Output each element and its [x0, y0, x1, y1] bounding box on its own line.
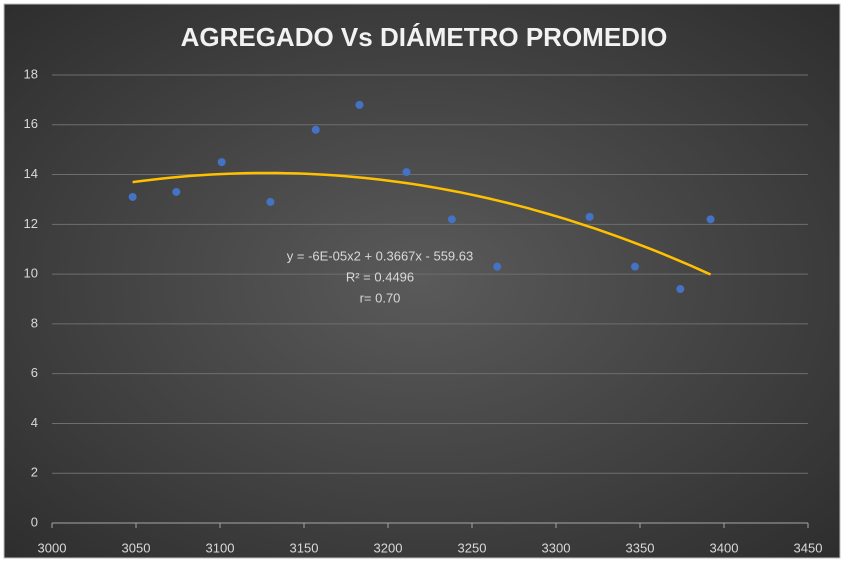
y-tick-label: 0 [31, 514, 38, 529]
annotation: y = -6E-05x2 + 0.3667x - 559.63 [287, 248, 473, 263]
y-tick-label: 18 [24, 66, 38, 81]
x-tick-label: 3400 [710, 540, 739, 555]
y-tick-label: 2 [31, 465, 38, 480]
data-point [355, 100, 364, 109]
annotation: r= 0.70 [360, 290, 401, 305]
x-tick-label: 3250 [458, 540, 487, 555]
y-tick-label: 6 [31, 365, 38, 380]
data-point [128, 192, 137, 201]
data-point [493, 262, 502, 271]
x-tick-label: 3300 [542, 540, 571, 555]
data-point [676, 285, 685, 294]
y-tick-label: 14 [24, 166, 38, 181]
annotation: R² = 0.4496 [346, 269, 414, 284]
x-tick-label: 3450 [794, 540, 823, 555]
chart-title: AGREGADO Vs DIÁMETRO PROMEDIO [181, 22, 668, 52]
x-tick-label: 3000 [38, 540, 67, 555]
y-tick-label: 16 [24, 116, 38, 131]
y-tick-label: 8 [31, 315, 38, 330]
chart-background [3, 3, 841, 559]
data-point [447, 215, 456, 224]
y-tick-label: 10 [24, 266, 38, 281]
data-point [585, 212, 594, 221]
x-tick-label: 3150 [290, 540, 319, 555]
x-tick-label: 3100 [206, 540, 235, 555]
x-tick-label: 3050 [122, 540, 151, 555]
data-point [402, 168, 411, 177]
x-tick-label: 3200 [374, 540, 403, 555]
data-point [217, 158, 226, 167]
data-point [311, 125, 320, 134]
data-point [266, 197, 275, 206]
y-tick-label: 4 [31, 415, 38, 430]
data-point [630, 262, 639, 271]
y-tick-label: 12 [24, 216, 38, 231]
x-tick-label: 3350 [626, 540, 655, 555]
data-point [172, 187, 181, 196]
data-point [706, 215, 715, 224]
trendline [132, 171, 712, 276]
